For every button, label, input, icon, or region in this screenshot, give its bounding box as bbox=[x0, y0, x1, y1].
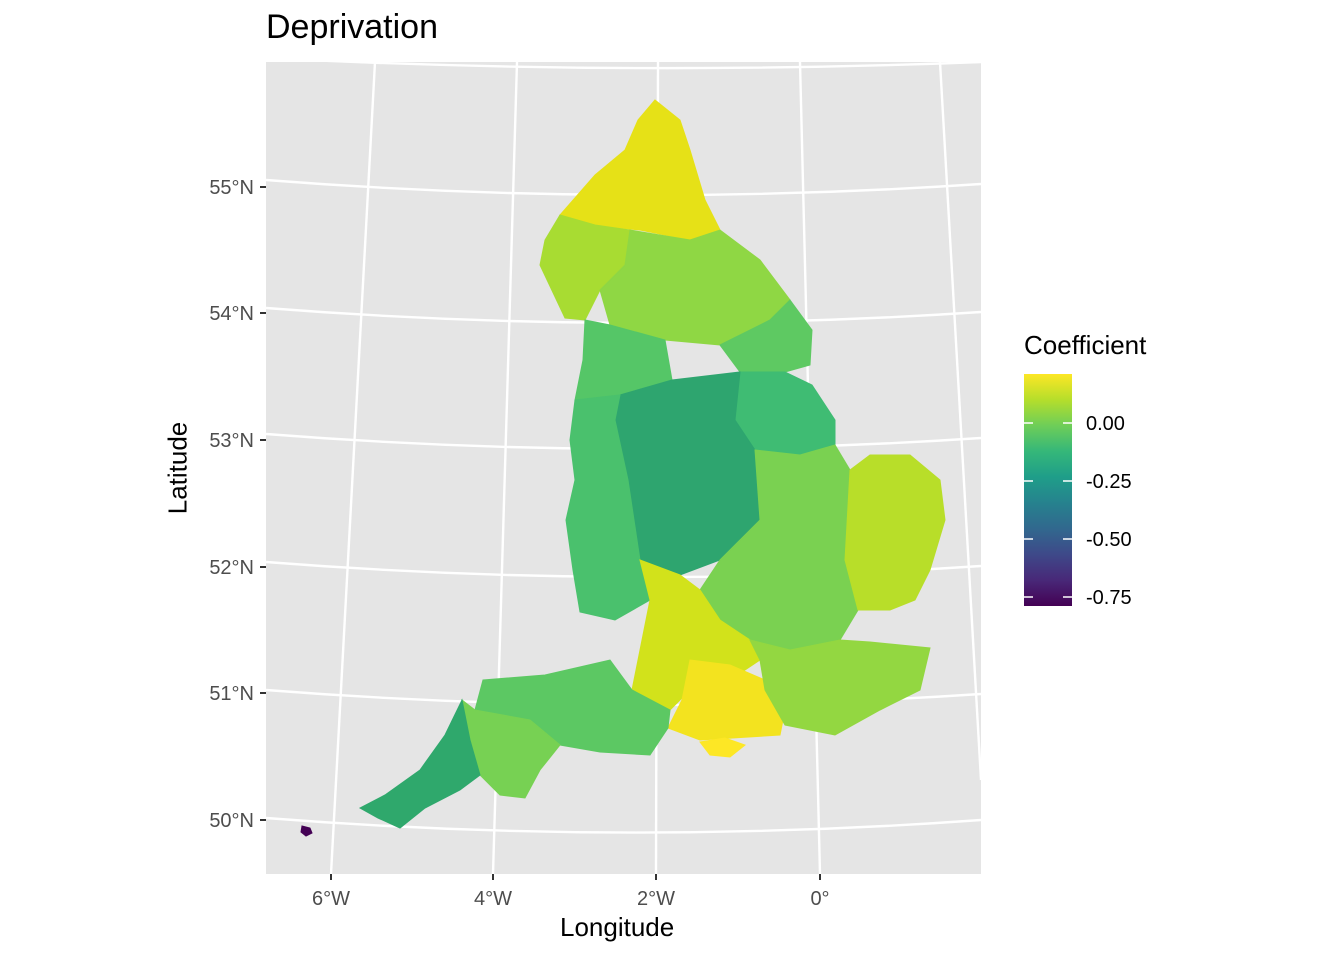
region-welsh-borders bbox=[565, 394, 651, 621]
region-layer bbox=[300, 99, 946, 837]
y-tick-label: 53°N bbox=[209, 430, 254, 452]
x-tick-label: 0° bbox=[810, 888, 829, 910]
x-tick-label: 2°W bbox=[637, 888, 675, 910]
legend-tick-label: 0.00 bbox=[1086, 413, 1125, 435]
region-hampshire bbox=[667, 659, 786, 741]
region-cornwall bbox=[358, 698, 481, 829]
region-norfolk-suffolk bbox=[844, 454, 946, 611]
y-tick-label: 55°N bbox=[209, 177, 254, 199]
y-tick-label: 52°N bbox=[209, 557, 254, 579]
chart-title: Deprivation bbox=[266, 8, 438, 46]
legend-title: Coefficient bbox=[1024, 330, 1147, 360]
region-isles-of-scilly bbox=[300, 825, 313, 837]
legend-colorbar bbox=[1024, 374, 1072, 606]
y-tick-label: 51°N bbox=[209, 683, 254, 705]
x-tick-label: 6°W bbox=[312, 888, 350, 910]
x-tick-label: 4°W bbox=[474, 888, 512, 910]
region-isle-of-wight bbox=[699, 737, 747, 758]
legend-tick-label: -0.75 bbox=[1086, 587, 1132, 609]
region-cumbria bbox=[539, 214, 631, 321]
legend-tick-label: -0.25 bbox=[1086, 471, 1132, 493]
y-axis-title: Latitude bbox=[162, 421, 193, 515]
y-tick-label: 54°N bbox=[209, 303, 254, 325]
x-axis-title: Longitude bbox=[560, 912, 675, 942]
y-tick-label: 50°N bbox=[209, 810, 254, 832]
legend-tick-label: -0.50 bbox=[1086, 529, 1132, 551]
y-axis: 55°N 54°N 53°N 52°N 51°N 50°N bbox=[209, 177, 266, 832]
graticule-lat-50 bbox=[266, 816, 981, 834]
graticule-lon-2e bbox=[938, 62, 981, 781]
x-axis: 6°W 4°W 2°W 0° bbox=[312, 874, 830, 910]
graticule-lon-6w bbox=[329, 62, 377, 874]
legend: 0.00 -0.25 -0.50 -0.75 bbox=[1024, 374, 1132, 609]
region-northumberland bbox=[559, 99, 721, 241]
region-kent-sussex bbox=[749, 639, 931, 736]
graticule-lat-56 bbox=[326, 62, 981, 70]
